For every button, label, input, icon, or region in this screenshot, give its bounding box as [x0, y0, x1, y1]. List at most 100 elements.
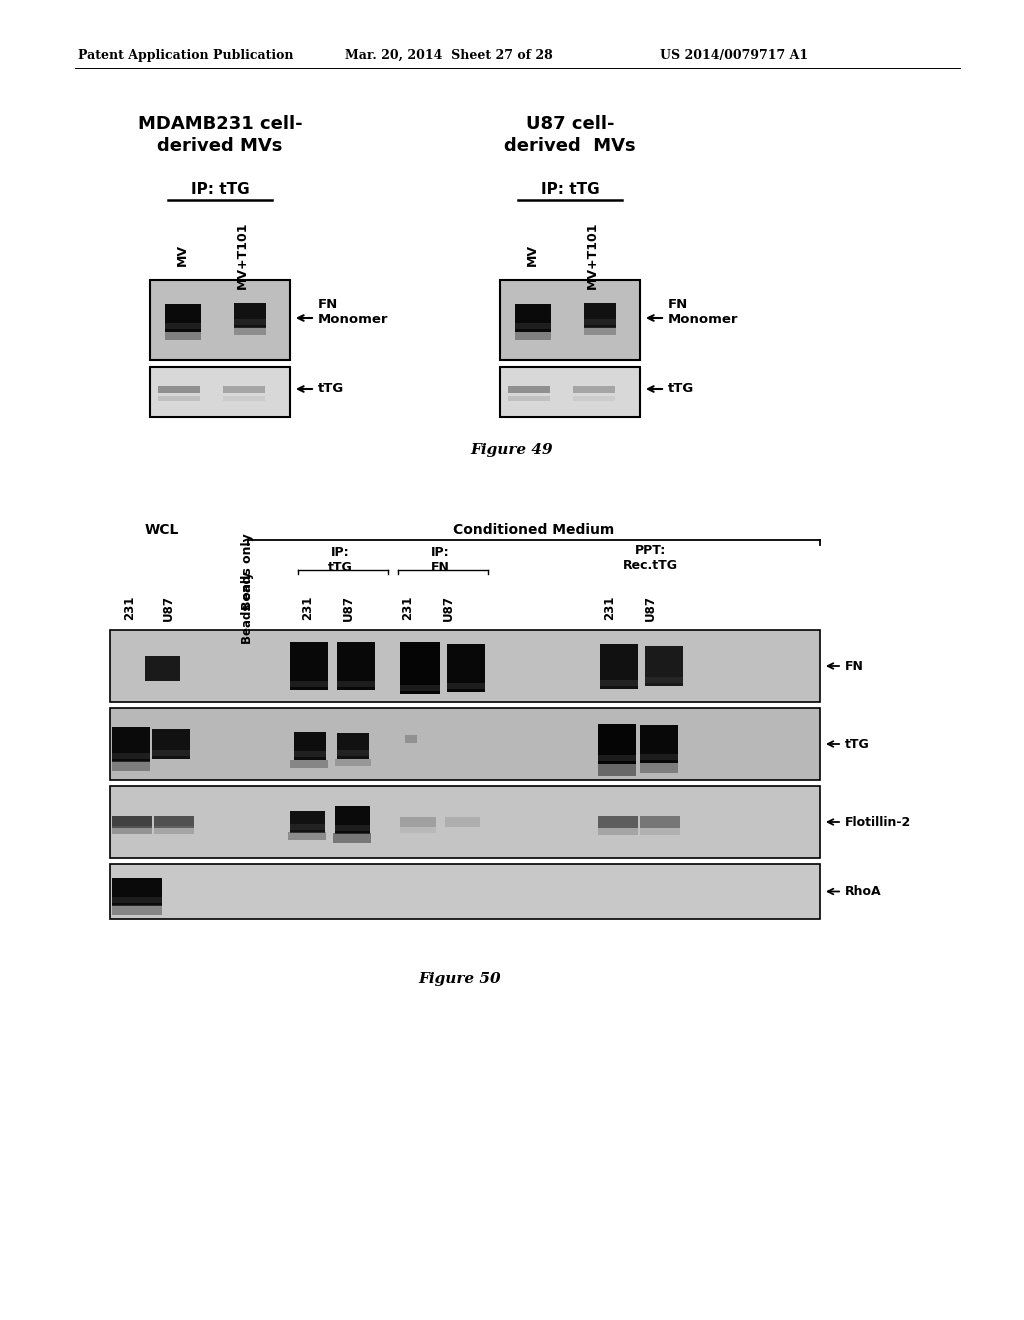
Text: Figure 50: Figure 50: [419, 972, 502, 986]
Bar: [165, 333, 201, 341]
Text: 231: 231: [603, 595, 616, 620]
Bar: [335, 759, 371, 766]
Bar: [515, 304, 551, 333]
Bar: [584, 318, 616, 325]
Bar: [584, 302, 616, 327]
Bar: [598, 816, 638, 828]
Text: tTG: tTG: [845, 738, 869, 751]
Bar: [152, 750, 190, 756]
Bar: [234, 302, 266, 327]
Bar: [294, 751, 326, 756]
Bar: [290, 760, 328, 768]
Bar: [337, 750, 369, 756]
Bar: [154, 816, 194, 828]
Bar: [165, 304, 201, 333]
Text: FN: FN: [845, 660, 864, 672]
Bar: [445, 817, 480, 828]
Bar: [598, 755, 636, 762]
Bar: [333, 833, 371, 843]
Bar: [290, 810, 325, 833]
Bar: [515, 333, 551, 341]
Bar: [110, 708, 820, 780]
Bar: [290, 681, 328, 686]
Text: 231: 231: [301, 595, 314, 620]
Bar: [335, 807, 370, 834]
Bar: [508, 385, 550, 392]
Bar: [640, 816, 680, 828]
Bar: [573, 396, 615, 400]
Text: MV+T101: MV+T101: [236, 222, 249, 289]
Bar: [154, 826, 194, 834]
Bar: [645, 645, 683, 686]
Bar: [335, 825, 370, 832]
Bar: [110, 865, 820, 919]
Bar: [112, 752, 150, 759]
Text: Patent Application Publication: Patent Application Publication: [78, 49, 294, 62]
Bar: [337, 733, 369, 759]
Bar: [294, 733, 326, 760]
Bar: [145, 656, 180, 681]
Bar: [158, 385, 200, 392]
Bar: [234, 318, 266, 325]
Text: Beads only: Beads only: [242, 572, 255, 644]
Bar: [337, 681, 375, 686]
Bar: [234, 327, 266, 335]
Text: IP: tTG: IP: tTG: [541, 182, 599, 198]
Bar: [223, 396, 265, 400]
Bar: [112, 826, 152, 834]
Bar: [508, 396, 550, 400]
Bar: [290, 642, 328, 690]
Bar: [152, 729, 190, 759]
Bar: [640, 754, 678, 760]
Text: U87 cell-
derived  MVs: U87 cell- derived MVs: [504, 115, 636, 154]
Bar: [447, 682, 485, 689]
Bar: [640, 725, 678, 763]
Bar: [500, 280, 640, 360]
Text: RhoA: RhoA: [845, 884, 882, 898]
Bar: [150, 367, 290, 417]
Bar: [112, 762, 150, 771]
Bar: [600, 644, 638, 689]
Bar: [110, 630, 820, 702]
Bar: [406, 735, 417, 743]
Bar: [400, 642, 440, 694]
Bar: [150, 280, 290, 360]
Bar: [640, 763, 678, 774]
Text: tTG: tTG: [318, 383, 344, 396]
Text: Beads only: Beads only: [242, 533, 255, 610]
Text: US 2014/0079717 A1: US 2014/0079717 A1: [660, 49, 808, 62]
Text: tTG: tTG: [668, 383, 694, 396]
Bar: [598, 764, 636, 776]
Text: U87: U87: [643, 595, 656, 620]
Bar: [447, 644, 485, 692]
Text: U87: U87: [341, 595, 354, 620]
Bar: [600, 680, 638, 685]
Bar: [640, 828, 680, 834]
Text: IP: tTG: IP: tTG: [190, 182, 249, 198]
Bar: [400, 817, 436, 828]
Text: Flotillin-2: Flotillin-2: [845, 816, 911, 829]
Bar: [112, 726, 150, 762]
Bar: [515, 323, 551, 329]
Bar: [400, 685, 440, 690]
Text: U87: U87: [441, 595, 455, 620]
Text: PPT:
Rec.tTG: PPT: Rec.tTG: [623, 544, 678, 572]
Bar: [337, 642, 375, 690]
Text: MDAMB231 cell-
derived MVs: MDAMB231 cell- derived MVs: [137, 115, 302, 154]
Text: IP:
FN: IP: FN: [430, 546, 450, 574]
Text: FN
Monomer: FN Monomer: [668, 298, 738, 326]
Bar: [112, 878, 162, 906]
Text: FN
Monomer: FN Monomer: [318, 298, 388, 326]
Bar: [223, 385, 265, 392]
Text: 231: 231: [401, 595, 415, 620]
Bar: [165, 323, 201, 329]
Bar: [573, 385, 615, 392]
Bar: [645, 677, 683, 682]
Bar: [112, 904, 162, 915]
Text: MV: MV: [525, 244, 539, 267]
Text: Conditioned Medium: Conditioned Medium: [454, 523, 614, 537]
Bar: [288, 832, 326, 840]
Text: U87: U87: [162, 595, 174, 620]
Bar: [598, 828, 638, 834]
Text: IP:
tTG: IP: tTG: [328, 546, 352, 574]
